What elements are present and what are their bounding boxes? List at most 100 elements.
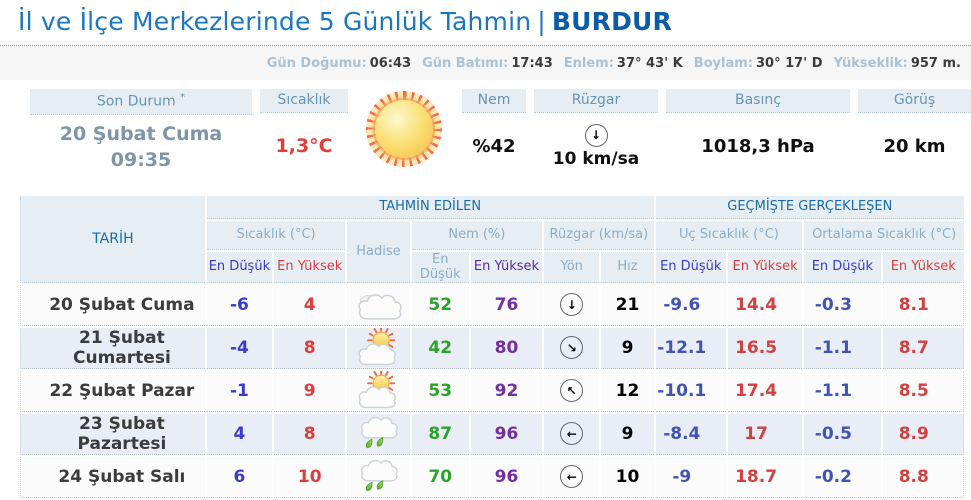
current-time: 09:35 bbox=[110, 148, 172, 171]
forecast-row: 23 Şubat Pazartesi 4 8 87 96 ← 9 -8.4 17… bbox=[20, 413, 964, 455]
current-conditions: Son Durum * 20 Şubat Cuma 09:35 Sıcaklık… bbox=[0, 89, 971, 181]
current-wind-value: 10 km/sa bbox=[552, 148, 640, 169]
current-temp-column: Sıcaklık 1,3°C bbox=[260, 89, 348, 179]
subheader-average-temp: Ortalama Sıcaklık (°C) bbox=[804, 220, 964, 250]
humidity-max: 92 bbox=[470, 370, 543, 412]
subheader-average-min: En Düşük bbox=[804, 251, 881, 283]
current-status-column: Son Durum * 20 Şubat Cuma 09:35 bbox=[30, 89, 252, 181]
current-humidity-value: %42 bbox=[472, 135, 516, 157]
average-temp-max: 8.7 bbox=[882, 327, 964, 369]
average-temp-max: 8.5 bbox=[882, 370, 964, 412]
longitude-label: Boylam: bbox=[693, 55, 753, 71]
subheader-extreme-temp: Uç Sıcaklık (°C) bbox=[655, 220, 803, 250]
extreme-temp-min: -10.1 bbox=[655, 370, 726, 412]
current-status-header: Son Durum * bbox=[30, 89, 252, 115]
average-temp-min: -0.2 bbox=[804, 456, 881, 498]
subheader-humidity: Nem (%) bbox=[411, 220, 543, 250]
title-separator: | bbox=[537, 7, 546, 36]
subheader-wind: Rüzgar (km/sa) bbox=[544, 220, 654, 250]
temp-max: 8 bbox=[274, 327, 346, 369]
sun-cloud-icon bbox=[352, 328, 404, 368]
average-temp-min: -0.5 bbox=[804, 413, 881, 455]
subheader-wind-speed: Hız bbox=[601, 251, 654, 283]
extreme-temp-max: 16.5 bbox=[727, 327, 803, 369]
temp-max: 9 bbox=[274, 370, 346, 412]
humidity-min: 70 bbox=[411, 456, 469, 498]
wind-direction-cell: ← bbox=[544, 456, 600, 498]
wind-direction-icon: ← bbox=[560, 422, 584, 446]
current-pressure-header: Basınç bbox=[666, 89, 850, 113]
sun-cloud-icon bbox=[352, 371, 404, 411]
subheader-humidity-max: En Yüksek bbox=[470, 251, 543, 283]
sun-icon bbox=[366, 91, 442, 167]
forecast-row: 20 Şubat Cuma -6 4 52 76 ↓ 21 -9.6 14.4 … bbox=[20, 284, 964, 326]
sunset-label: Gün Batımı: bbox=[422, 55, 509, 71]
current-date: 20 Şubat Cuma bbox=[59, 123, 223, 146]
current-weather-column bbox=[354, 89, 454, 167]
current-status-label: Son Durum bbox=[96, 93, 176, 110]
extreme-temp-max: 14.4 bbox=[727, 284, 803, 326]
current-temp-value: 1,3°C bbox=[275, 135, 333, 157]
forecast-date: 20 Şubat Cuma bbox=[20, 284, 205, 326]
current-pressure-column: Basınç 1018,3 hPa bbox=[666, 89, 850, 179]
subheader-humidity-min: En Düşük bbox=[411, 251, 469, 283]
average-temp-min: -0.3 bbox=[804, 284, 881, 326]
sunrise-info: Gün Doğumu: 06:43 bbox=[267, 56, 411, 71]
wind-direction-cell: ↖ bbox=[544, 370, 600, 412]
current-wind-header: Rüzgar bbox=[534, 89, 658, 113]
humidity-min: 87 bbox=[411, 413, 469, 455]
humidity-min: 53 bbox=[411, 370, 469, 412]
current-humidity-header: Nem bbox=[462, 89, 526, 113]
extreme-temp-max: 17 bbox=[727, 413, 803, 455]
temp-min: 4 bbox=[206, 413, 273, 455]
altitude-value: 957 m. bbox=[910, 55, 961, 71]
wind-direction-cell: ← bbox=[544, 413, 600, 455]
latitude-label: Enlem: bbox=[563, 55, 614, 71]
sunset-info: Gün Batımı: 17:43 bbox=[422, 56, 553, 71]
subheader-condition: Hadise bbox=[347, 220, 410, 283]
extreme-temp-max: 17.4 bbox=[727, 370, 803, 412]
wind-direction-icon: ← bbox=[560, 465, 584, 489]
wind-speed: 9 bbox=[601, 413, 654, 455]
rain-icon bbox=[352, 457, 404, 497]
group-header-past: GEÇMİŞTE GERÇEKLEŞEN bbox=[655, 195, 964, 219]
humidity-max: 76 bbox=[470, 284, 543, 326]
extreme-temp-min: -12.1 bbox=[655, 327, 726, 369]
extreme-temp-min: -9 bbox=[655, 456, 726, 498]
average-temp-min: -1.1 bbox=[804, 327, 881, 369]
forecast-date: 22 Şubat Pazar bbox=[20, 370, 205, 412]
wind-direction-cell: ↘ bbox=[544, 327, 600, 369]
condition-cell bbox=[347, 284, 410, 326]
average-temp-min: -1.1 bbox=[804, 370, 881, 412]
current-visibility-header: Görüş bbox=[858, 89, 971, 113]
cloudy-icon bbox=[352, 285, 404, 325]
temp-min: 6 bbox=[206, 456, 273, 498]
temp-min: -4 bbox=[206, 327, 273, 369]
current-date-time: 20 Şubat Cuma 09:35 bbox=[30, 115, 252, 181]
sunset-value: 17:43 bbox=[511, 55, 553, 71]
humidity-max: 80 bbox=[470, 327, 543, 369]
wind-speed: 21 bbox=[601, 284, 654, 326]
average-temp-max: 8.8 bbox=[882, 456, 964, 498]
wind-speed: 9 bbox=[601, 327, 654, 369]
subheader-extreme-min: En Düşük bbox=[655, 251, 726, 283]
page-title-text: İl ve İlçe Merkezlerinde 5 Günlük Tahmin bbox=[18, 7, 532, 36]
subheader-wind-direction: Yön bbox=[544, 251, 600, 283]
current-status-asterisk: * bbox=[180, 92, 186, 103]
geo-info-bar: Gün Doğumu: 06:43 Gün Batımı: 17:43 Enlem:… bbox=[0, 46, 971, 80]
current-pressure-value: 1018,3 hPa bbox=[701, 135, 815, 157]
forecast-date: 21 Şubat Cumartesi bbox=[20, 327, 205, 369]
wind-direction-icon: ↓ bbox=[560, 293, 584, 317]
longitude-value: 30° 17' D bbox=[756, 55, 823, 71]
title-bar: İl ve İlçe Merkezlerinde 5 Günlük Tahmin… bbox=[0, 0, 971, 46]
condition-cell bbox=[347, 413, 410, 455]
wind-direction-icon: ↓ bbox=[584, 123, 608, 147]
humidity-max: 96 bbox=[470, 413, 543, 455]
sunrise-label: Gün Doğumu: bbox=[266, 55, 367, 71]
average-temp-max: 8.9 bbox=[882, 413, 964, 455]
condition-cell bbox=[347, 371, 410, 412]
temp-min: -6 bbox=[206, 284, 273, 326]
subheader-temperature: Sıcaklık (°C) bbox=[206, 220, 346, 250]
forecast-table: TARİH TAHMİN EDİLEN GEÇMİŞTE GERÇEKLEŞEN… bbox=[18, 194, 966, 500]
humidity-min: 52 bbox=[411, 284, 469, 326]
